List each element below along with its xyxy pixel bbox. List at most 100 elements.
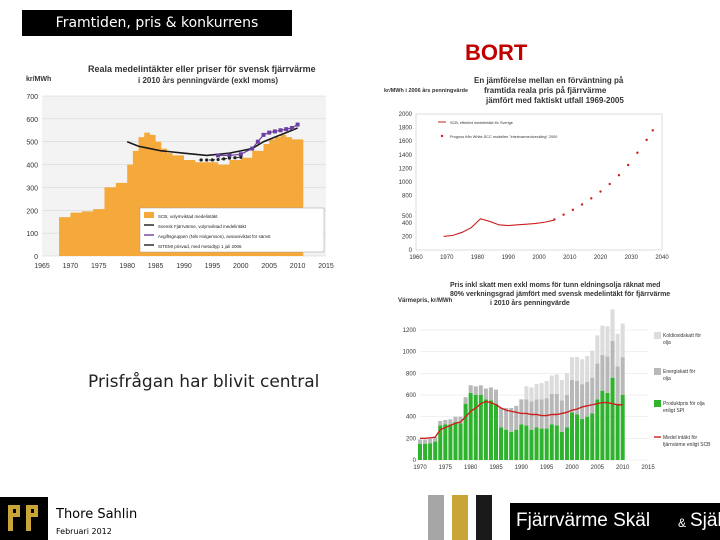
chart3-bar-energytax bbox=[549, 393, 554, 425]
footer-brand: Fjärrvärme Skäl & Själ bbox=[510, 503, 720, 540]
company-logo bbox=[0, 497, 48, 540]
chart3-legend-swatch bbox=[654, 368, 661, 375]
chart1-series-svensk-line bbox=[126, 127, 298, 157]
chart3-title-line3: i 2010 års penningvärde bbox=[490, 299, 570, 307]
chart3-bar-co2tax bbox=[549, 375, 554, 394]
chart1-ytick: 300 bbox=[26, 185, 38, 192]
chart3-bar-energytax bbox=[468, 385, 473, 393]
chart1-xtick: 1980 bbox=[119, 263, 135, 270]
chart3-bar-energytax bbox=[458, 416, 463, 424]
chart3-bar-co2tax bbox=[559, 379, 564, 401]
chart3-bar-product bbox=[569, 412, 575, 460]
chart3-bar-product bbox=[433, 441, 438, 460]
logo-letter-p1 bbox=[8, 505, 20, 531]
chart3-bar-energytax bbox=[529, 401, 534, 430]
bort-label: BORT bbox=[465, 40, 528, 65]
chart3-bar-energytax bbox=[580, 384, 585, 419]
chart3-bar-product bbox=[580, 418, 585, 460]
chart3-bar-product bbox=[463, 403, 468, 460]
footer-main-text: Fjärrvärme Skäl bbox=[516, 510, 651, 531]
chart1-xtick: 2010 bbox=[290, 263, 306, 270]
chart1-xtick: 2015 bbox=[318, 263, 334, 270]
chart1-avgift-point bbox=[250, 146, 255, 151]
chart3-bar-product bbox=[423, 443, 428, 460]
chart1-legend-label: Svensk Fjärrvärme, volymviktad medelintä… bbox=[158, 224, 247, 229]
chart3-bar-product bbox=[417, 443, 423, 460]
chart2-ytick: 1400 bbox=[399, 153, 413, 159]
chart1-ytick: 500 bbox=[26, 140, 38, 147]
chart3-bar-co2tax bbox=[539, 383, 544, 400]
chart2-xtick: 2000 bbox=[532, 255, 546, 261]
chart2-ylabel: kr/MWh i 2006 års penningvärde bbox=[384, 87, 468, 94]
chart3-bar-co2tax bbox=[564, 373, 569, 395]
chart2-forecast-point bbox=[617, 174, 621, 177]
chart3-bar-energytax bbox=[585, 382, 590, 417]
author-name: Thore Sahlin bbox=[56, 507, 138, 522]
chart3-bar-energytax bbox=[438, 421, 443, 426]
chart3-bar-product bbox=[448, 424, 453, 460]
chart1-avgift-point bbox=[227, 153, 232, 158]
chart1-avgift-point bbox=[278, 128, 283, 133]
chart-oil-comparison: Pris inkl skatt men exkl moms för tunn e… bbox=[398, 282, 711, 471]
chart3-bar-product bbox=[483, 399, 488, 460]
accent-strip-black bbox=[476, 495, 492, 540]
chart3-bar-product bbox=[529, 429, 534, 460]
chart1-sitemi-point bbox=[205, 158, 209, 162]
chart2-ytick: 200 bbox=[402, 234, 413, 240]
chart3-bar-product bbox=[544, 428, 549, 460]
chart2-legend-swatch bbox=[440, 134, 444, 138]
chart1-sitemi-point bbox=[216, 157, 220, 162]
chart2-plot-bg bbox=[415, 113, 663, 251]
chart3-bar-product bbox=[524, 425, 529, 460]
chart3-bar-energytax bbox=[443, 419, 448, 425]
chart3-legend-swatch bbox=[654, 400, 661, 407]
chart2-forecast-point bbox=[651, 129, 654, 132]
chart1-xtick: 1965 bbox=[34, 263, 50, 270]
chart3-bar-product bbox=[443, 424, 448, 460]
chart3-bar-energytax bbox=[559, 400, 564, 432]
chart1-xtick: 1990 bbox=[176, 263, 192, 270]
chart2-forecast-point bbox=[645, 138, 648, 142]
chart3-xtick: 2000 bbox=[565, 465, 579, 471]
chart3-bar-product bbox=[620, 395, 625, 460]
chart3-bar-energytax bbox=[544, 398, 549, 429]
chart2-xtick: 2030 bbox=[625, 255, 639, 261]
footer-ampersand: & bbox=[678, 516, 687, 530]
chart3-bar-energytax bbox=[554, 393, 559, 426]
chart3-bar-energytax bbox=[534, 399, 539, 428]
chart3-xtick: 1995 bbox=[540, 465, 554, 471]
chart2-legend-label: SCB, effektivt medelintäkt för Sverige bbox=[450, 121, 513, 125]
chart2-forecast-point bbox=[599, 190, 602, 193]
chart3-bar-energytax bbox=[448, 419, 453, 425]
chart1-avgift-point bbox=[267, 130, 272, 135]
footer-end-text: Själ bbox=[690, 510, 720, 531]
chart1-avgift-point bbox=[289, 126, 294, 130]
chart1-legend-label: Avgiftsgruppen (Nils Holgersson), avsavs… bbox=[158, 234, 271, 239]
chart3-legend-label: enligt SPI bbox=[663, 408, 684, 414]
chart1-sitemi-point bbox=[199, 158, 203, 162]
chart3-bar-co2tax bbox=[529, 387, 534, 402]
chart3-bar-co2tax bbox=[620, 323, 625, 358]
chart3-bar-co2tax bbox=[524, 386, 529, 400]
chart1-avgift-point bbox=[238, 152, 243, 157]
chart3-ytick: 800 bbox=[406, 371, 417, 377]
chart1-avgift-point bbox=[255, 139, 260, 144]
chart3-xtick: 2005 bbox=[591, 465, 605, 471]
chart2-title-line3: jämfört med faktiskt utfall 1969-2005 bbox=[485, 96, 624, 105]
chart2-title-line1: En jämförelse mellan en förväntning på bbox=[474, 76, 624, 85]
chart1-sitemi-point bbox=[210, 158, 214, 162]
chart2-xtick: 2040 bbox=[655, 255, 669, 261]
chart1-sitemi-point bbox=[227, 156, 232, 160]
chart3-title-line1: Pris inkl skatt men exkl moms för tunn e… bbox=[450, 282, 660, 289]
chart3-bar-product bbox=[504, 429, 509, 460]
chart3-bar-energytax bbox=[488, 387, 493, 401]
chart3-bar-energytax bbox=[615, 366, 620, 404]
chart1-legend-box bbox=[139, 207, 325, 253]
chart3-bar-energytax bbox=[539, 399, 544, 429]
chart3-ylabel: Värmepris, kr/MWh bbox=[398, 298, 453, 304]
chart2-ytick: 500 bbox=[402, 214, 413, 220]
chart3-bar-product bbox=[559, 431, 564, 460]
chart2-forecast-point bbox=[580, 203, 584, 206]
chart3-bar-co2tax bbox=[590, 350, 595, 378]
slide-title: Framtiden, pris & konkurrens bbox=[22, 10, 292, 36]
